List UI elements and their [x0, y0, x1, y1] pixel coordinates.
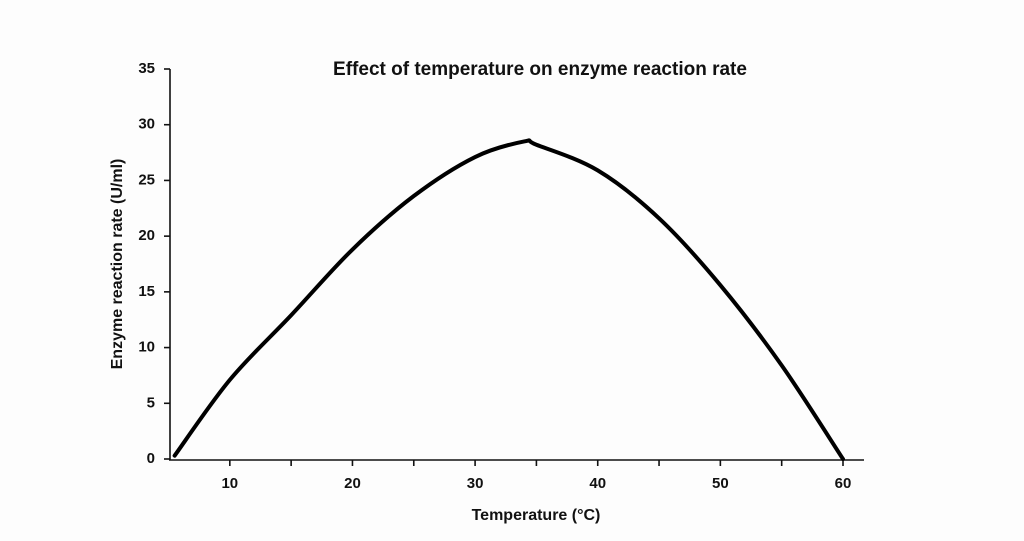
- chart-title: Effect of temperature on enzyme reaction…: [333, 59, 747, 80]
- y-tick-label: 15: [138, 283, 155, 300]
- line: [172, 138, 845, 461]
- x-tick-label: 30: [467, 475, 484, 492]
- y-tick-label: 0: [147, 450, 155, 467]
- x-tick-label: 60: [835, 475, 852, 492]
- y-axis-label: Enzyme reaction rate (U/ml): [109, 159, 126, 370]
- y-tick-label: 35: [138, 60, 155, 77]
- x-tick-label: 50: [712, 475, 729, 492]
- y-tick-label: 20: [138, 227, 155, 244]
- x-tick-label: 40: [589, 475, 606, 492]
- y-tick-label: 10: [138, 339, 155, 356]
- y-tick-label: 25: [138, 171, 155, 188]
- x-tick-label: 20: [344, 475, 361, 492]
- y-tick-label: 30: [138, 116, 155, 133]
- y-tick-label: 5: [147, 394, 155, 411]
- x-tick-label: 10: [221, 475, 238, 492]
- x-axis-label: Temperature (°C): [472, 507, 601, 524]
